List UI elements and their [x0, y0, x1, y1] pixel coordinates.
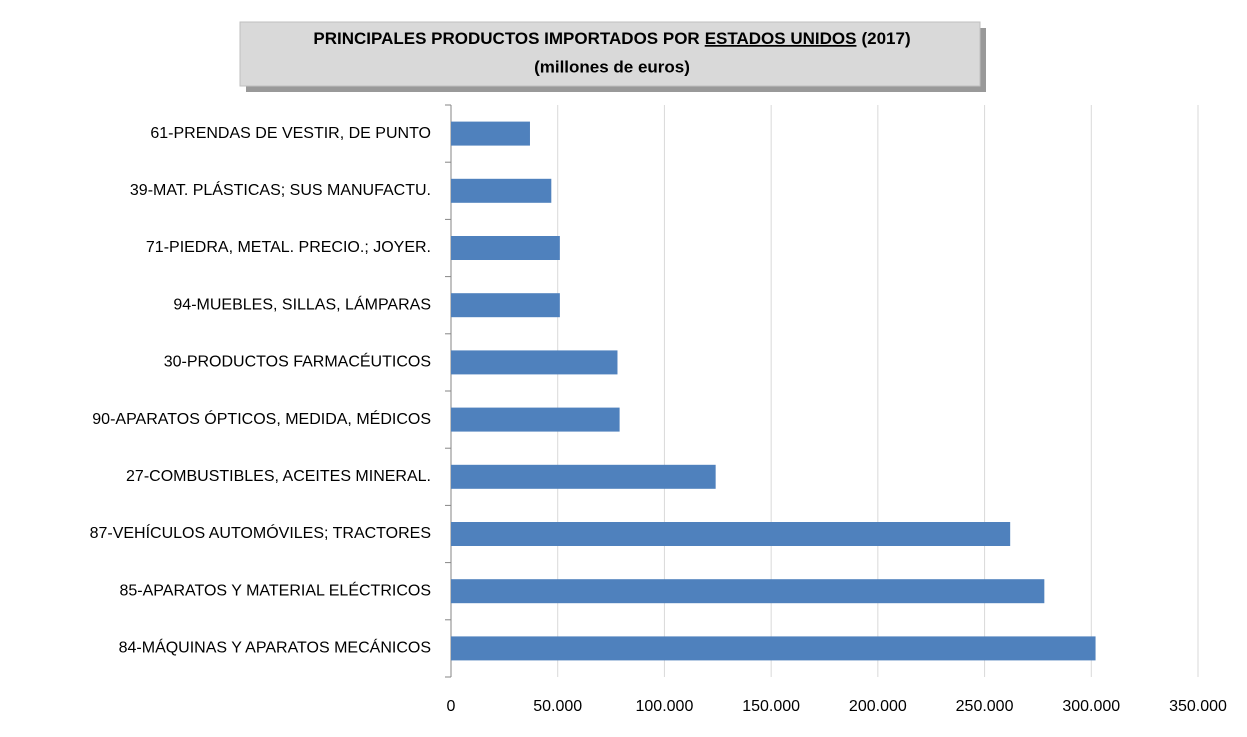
- x-tick-label: 100.000: [636, 698, 694, 715]
- bar: [451, 293, 560, 318]
- y-tick-label: 30-PRODUCTOS FARMACÉUTICOS: [164, 352, 431, 371]
- x-tick-label: 200.000: [849, 698, 907, 715]
- chart-subtitle: (millones de euros): [534, 57, 690, 76]
- title-part: ESTADOS UNIDOS: [705, 29, 857, 48]
- title-part: PRINCIPALES PRODUCTOS IMPORTADOS POR: [313, 29, 699, 48]
- y-tick-label: 84-MÁQUINAS Y APARATOS MECÁNICOS: [119, 638, 431, 657]
- y-tick-label: 85-APARATOS Y MATERIAL ELÉCTRICOS: [120, 580, 432, 599]
- y-tick-label: 94-MUEBLES, SILLAS, LÁMPARAS: [173, 294, 431, 313]
- bar: [451, 579, 1045, 604]
- bar: [451, 522, 1011, 546]
- x-tick-label: 150.000: [742, 698, 800, 715]
- title-part: (2017): [861, 29, 910, 48]
- bar: [451, 236, 560, 260]
- bar: [451, 350, 618, 375]
- x-tick-label: 0: [447, 698, 456, 715]
- y-tick-label: 27-COMBUSTIBLES, ACEITES MINERAL.: [126, 468, 431, 485]
- y-tick-label: 71-PIEDRA, METAL. PRECIO.; JOYER.: [146, 239, 431, 256]
- x-tick-label: 250.000: [956, 698, 1014, 715]
- x-tick-label: 300.000: [1062, 698, 1120, 715]
- y-tick-label: 61-PRENDAS DE VESTIR, DE PUNTO: [150, 125, 431, 142]
- bar: [451, 407, 620, 432]
- bar: [451, 121, 530, 146]
- x-tick-label: 50.000: [533, 698, 582, 715]
- bar: [451, 178, 552, 203]
- y-tick-label: 39-MAT. PLÁSTICAS; SUS MANUFACTU.: [130, 180, 431, 199]
- x-tick-label: 350.000: [1169, 698, 1227, 715]
- title-box: [239, 21, 981, 87]
- y-tick-label: 87-VEHÍCULOS AUTOMÓVILES; TRACTORES: [90, 523, 431, 542]
- bar: [451, 464, 716, 489]
- bar: [451, 636, 1096, 661]
- chart-title: PRINCIPALES PRODUCTOS IMPORTADOS POR ESTA…: [313, 29, 910, 48]
- y-tick-label: 90-APARATOS ÓPTICOS, MEDIDA, MÉDICOS: [92, 409, 431, 428]
